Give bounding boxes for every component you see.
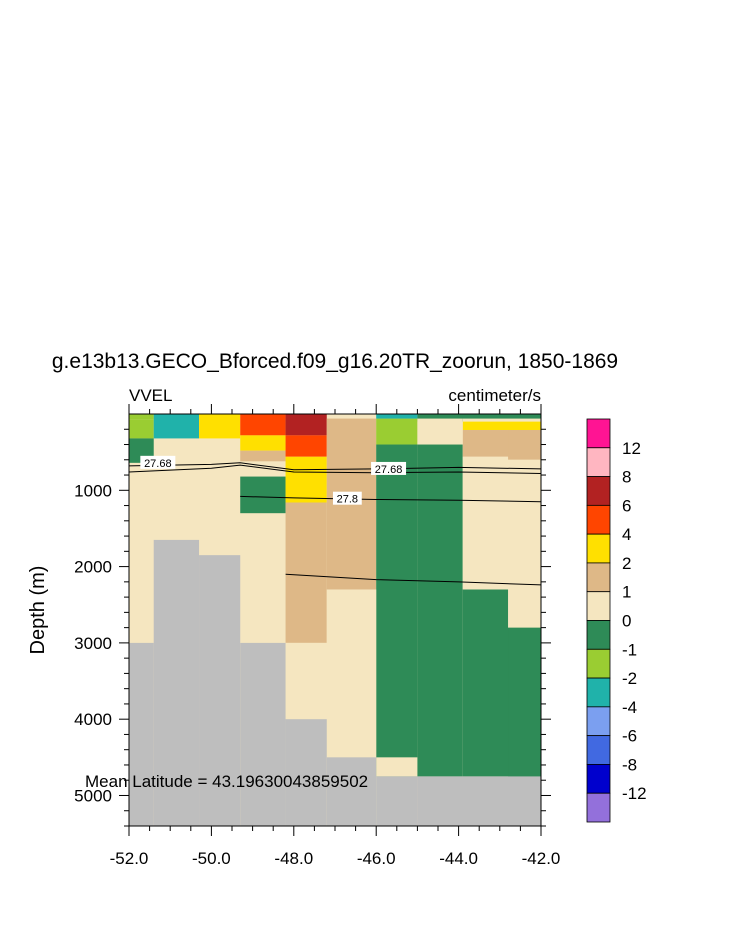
field-cell: [240, 476, 286, 514]
colorbar-label: -4: [622, 698, 637, 717]
colorbar-label: 0: [622, 612, 631, 631]
land-mask: [240, 642, 286, 826]
colorbar-swatch: [586, 562, 611, 593]
contour-line: [285, 573, 542, 586]
field-cell: [417, 444, 463, 777]
contour-label: 27.68: [144, 458, 172, 470]
field-cell: [240, 450, 286, 462]
field-cell: [508, 627, 541, 777]
field-cell: [376, 444, 418, 777]
field-cell: [376, 414, 418, 419]
land-mask: [199, 555, 241, 826]
contour-label-bg: [140, 455, 176, 469]
y-tick-label: 3000: [74, 634, 112, 653]
colorbar-swatch: [586, 418, 611, 449]
colorbar-label: 4: [622, 525, 631, 544]
field-cell: [326, 589, 377, 758]
variable-label: VVEL: [129, 386, 172, 405]
colorbar-swatch: [586, 706, 611, 737]
colorbar-label: 2: [622, 554, 631, 573]
field-cell: [240, 435, 286, 451]
mean-latitude-annotation: Mean Latitude = 43.19630043859502: [85, 772, 368, 791]
colorbar-swatch: [586, 677, 611, 708]
colorbar-swatch: [586, 504, 611, 535]
field-cell: [376, 757, 418, 777]
colorbar-swatch: [586, 764, 611, 794]
land-mask: [326, 757, 377, 826]
field-cell: [129, 419, 154, 439]
land-mask: [376, 776, 418, 826]
field-cell: [129, 414, 154, 420]
colorbar-label: -8: [622, 755, 637, 774]
contour-label: 27.68: [375, 464, 403, 476]
field-cell: [462, 421, 541, 431]
colorbar-swatch: [586, 476, 611, 506]
colorbar-label: 1: [622, 583, 631, 602]
field-cell: [285, 414, 327, 436]
colorbar-label: 8: [622, 468, 631, 487]
colorbar-label: -2: [622, 669, 637, 688]
field-cell: [417, 414, 541, 419]
field-cell: [508, 459, 541, 628]
field-cell: [508, 430, 541, 460]
contour-line: [240, 495, 542, 503]
contour-line: [128, 464, 542, 474]
field-cell: [462, 456, 509, 590]
field-cell: [199, 414, 241, 439]
y-tick-label: 5000: [74, 786, 112, 805]
colorbar-label: -12: [622, 784, 647, 803]
land-mask: [153, 539, 200, 826]
field-cell: [285, 456, 327, 503]
field-cell: [285, 435, 327, 457]
colorbar-label: 12: [622, 439, 641, 458]
x-tick-label: -52.0: [110, 849, 149, 868]
x-tick-label: -46.0: [357, 849, 396, 868]
field-cell: [240, 414, 286, 436]
contour-label-bg: [332, 491, 362, 505]
plot-area: 27.68 27.68 27.8 -52.0 -50.0 -48.0 -46.0 -44.0 -…: [74, 404, 560, 868]
colorbar-swatch: [586, 648, 611, 679]
field-cell: [285, 642, 327, 720]
colorbar-label: -6: [622, 727, 637, 746]
contour-label-bg: [371, 461, 407, 475]
x-tick-label: -44.0: [439, 849, 478, 868]
colorbar-swatch: [586, 735, 611, 765]
x-tick-label: -42.0: [522, 849, 561, 868]
field-cell: [153, 414, 200, 439]
units-label: centimeter/s: [448, 386, 541, 405]
colorbar-swatch: [586, 792, 611, 823]
colorbar-swatch: [586, 447, 611, 477]
y-tick-label: 4000: [74, 710, 112, 729]
chart-title: g.e13b13.GECO_Bforced.f09_g16.20TR_zooru…: [52, 350, 618, 373]
colorbar-swatch: [586, 591, 611, 621]
land-mask: [417, 776, 541, 826]
colorbar: 12 8 6 4 2 1 0 -1 -2 -4 -6 -8 -12: [586, 418, 647, 823]
land-mask: [285, 719, 327, 826]
y-tick-label: 1000: [74, 481, 112, 500]
x-tick-label: -50.0: [192, 849, 231, 868]
contour-line: [128, 462, 542, 471]
contour-label: 27.8: [337, 494, 358, 506]
y-axis-label: Depth (m): [27, 566, 49, 655]
field-cell: [285, 502, 327, 643]
land-mask: [129, 642, 154, 826]
field-cell: [417, 418, 463, 445]
x-tick-label: -48.0: [274, 849, 313, 868]
field-cell: [376, 418, 418, 445]
colorbar-swatch: [586, 620, 611, 650]
colorbar-label: -1: [622, 640, 637, 659]
colorbar-swatch: [586, 533, 611, 564]
y-tick-label: 2000: [74, 558, 112, 577]
colorbar-label: 6: [622, 496, 631, 515]
